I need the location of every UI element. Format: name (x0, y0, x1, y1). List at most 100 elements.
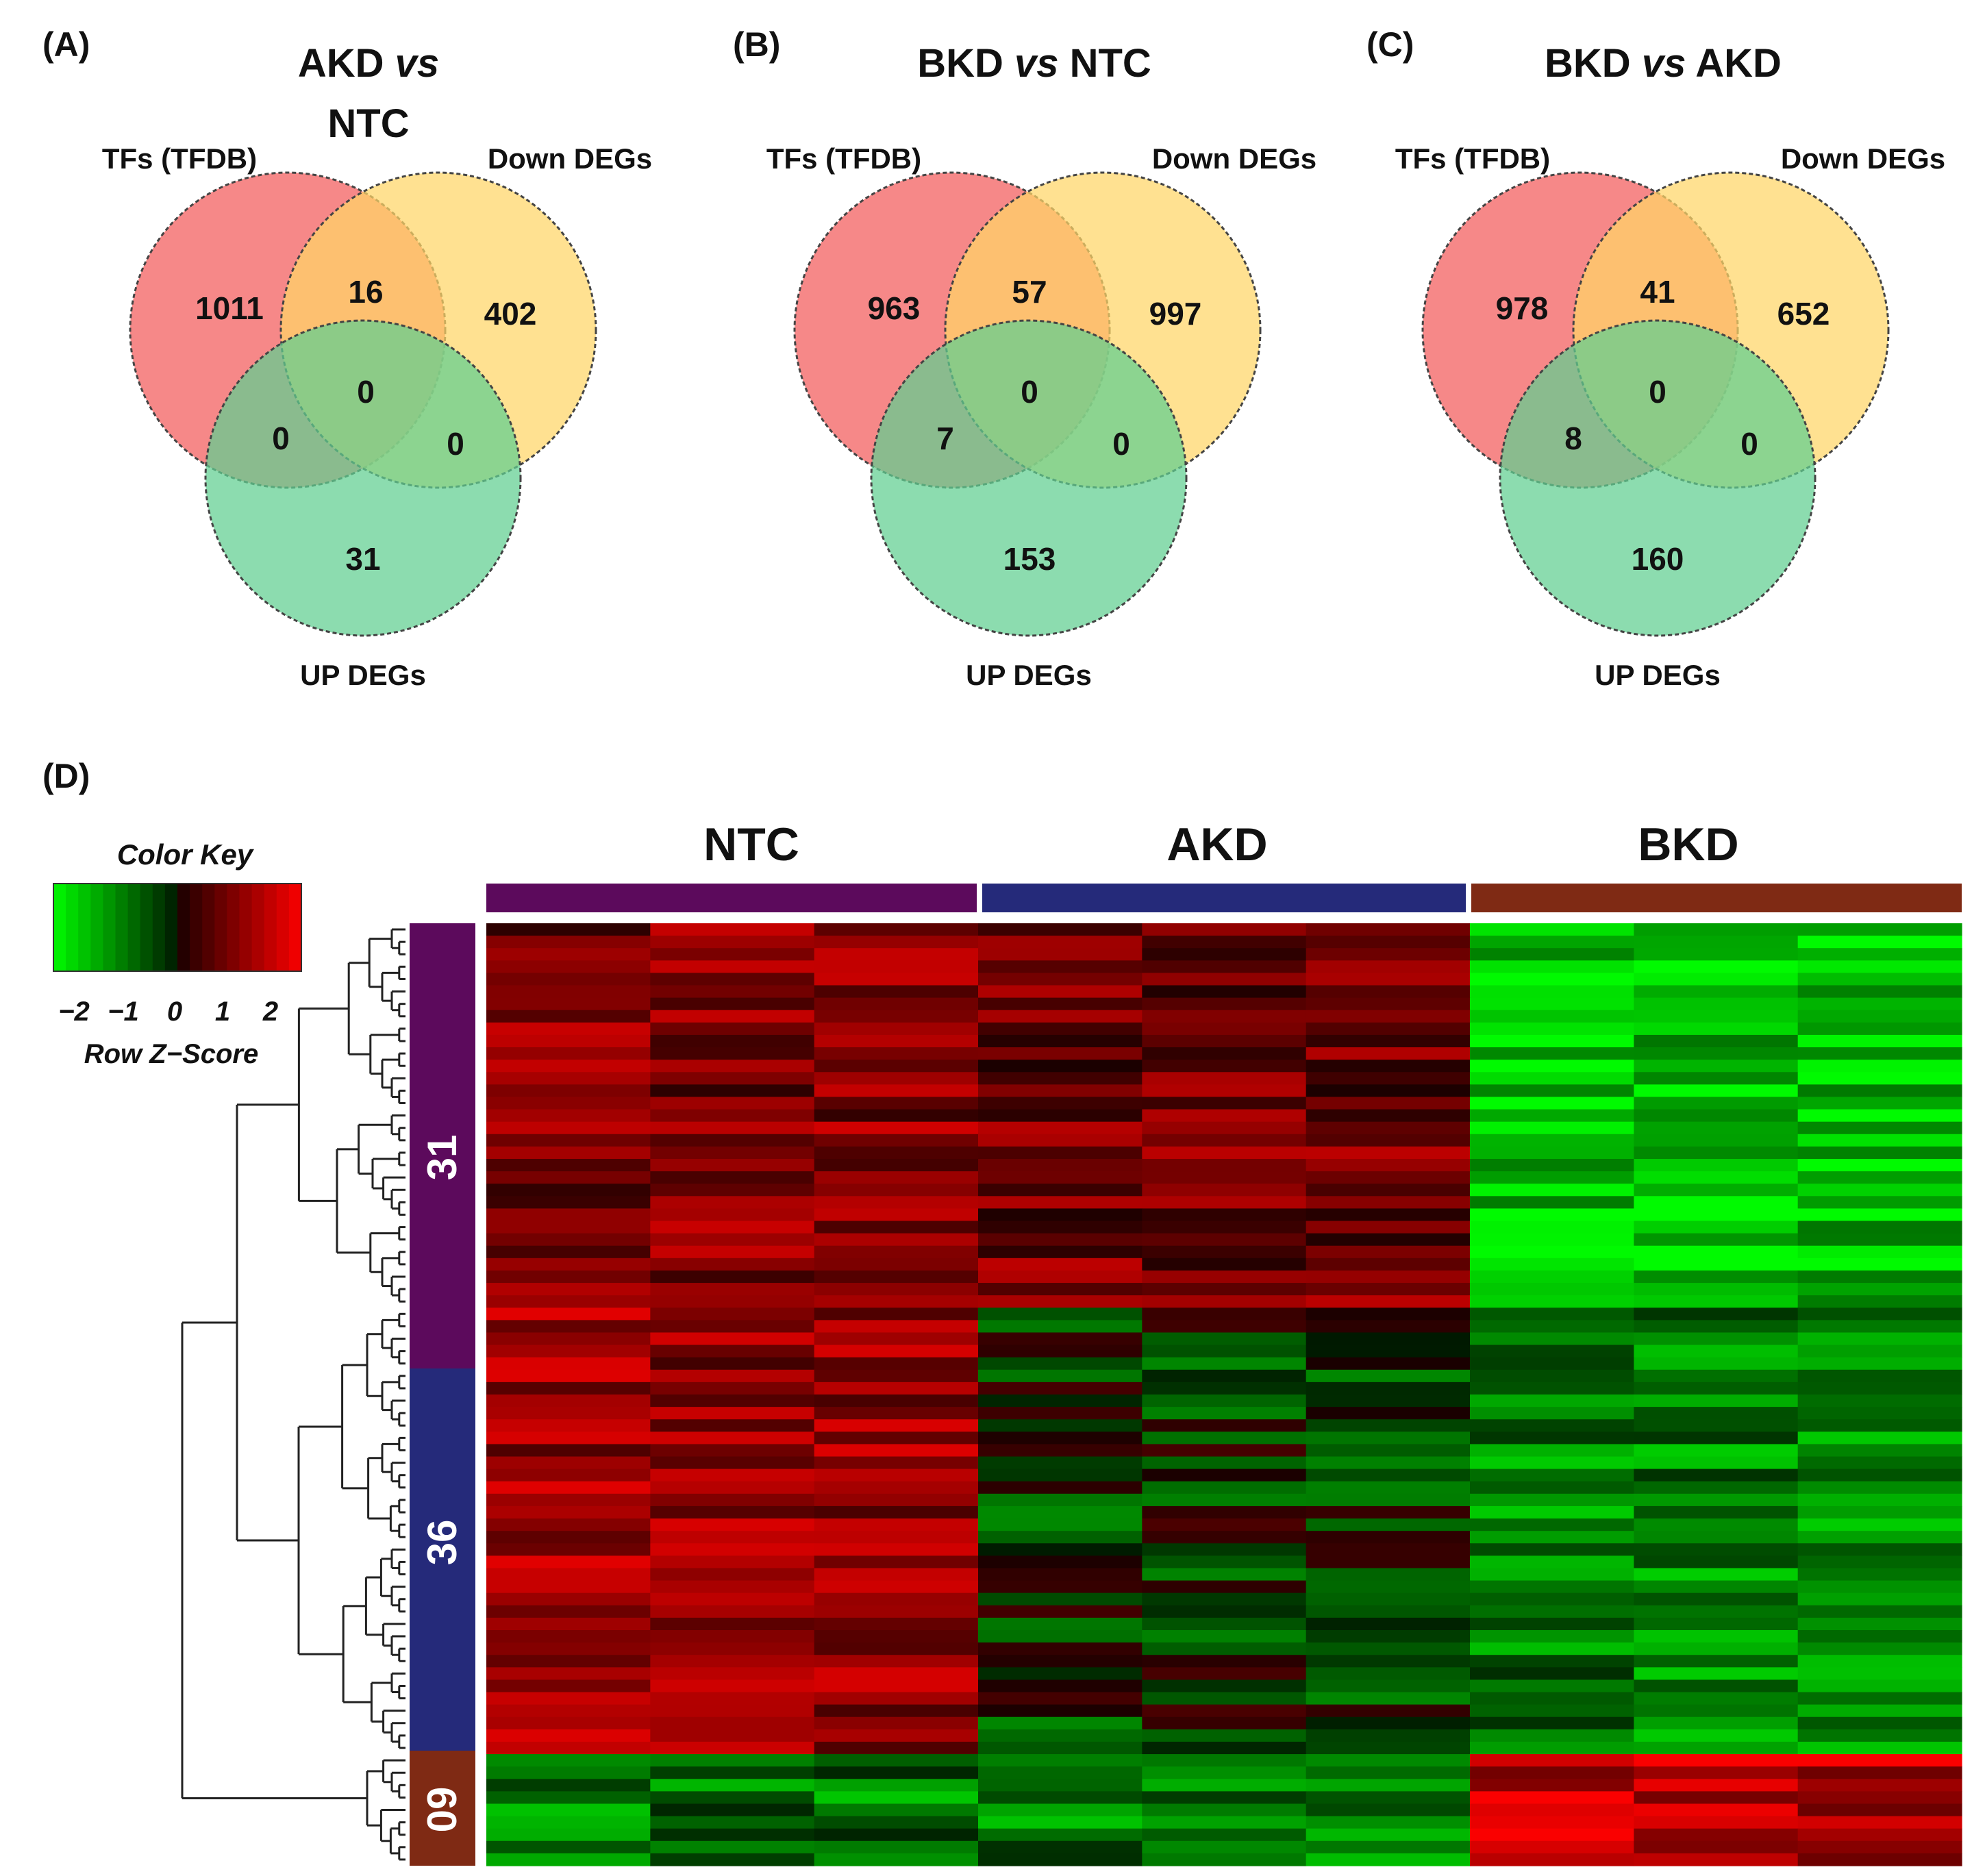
heatmap-cell (978, 1034, 1143, 1048)
heatmap-cell (650, 1010, 815, 1023)
set-label-tfs: TFs (TFDB) (102, 142, 257, 175)
heatmap-cell (1470, 1060, 1634, 1073)
heatmap-cell (1306, 1617, 1471, 1631)
heatmap-cell (650, 1555, 815, 1569)
heatmap-cell (1306, 1655, 1471, 1668)
heatmap-cell (1142, 1283, 1307, 1296)
heatmap-cell (1142, 1630, 1307, 1643)
heatmap-panel: (D) Color Key −2 −1 0 1 2 Row Z−Score NT… (42, 757, 1962, 1866)
heatmap-cell (1142, 1741, 1307, 1755)
heatmap-cell (978, 1630, 1143, 1643)
heatmap-cell (1142, 1853, 1307, 1866)
count-all-three: 0 (1021, 374, 1038, 410)
heatmap-cell (486, 1345, 651, 1358)
color-key-gradient (53, 884, 302, 971)
heatmap-cell (1306, 1840, 1471, 1854)
heatmap-cell (650, 1208, 815, 1222)
heatmap-cell (1470, 1456, 1634, 1470)
heatmap-cell (1306, 1109, 1471, 1123)
heatmap-cell (1142, 1395, 1307, 1408)
heatmap-cell (1306, 1531, 1471, 1544)
heatmap-cell (486, 1679, 651, 1693)
heatmap-cell (650, 1381, 815, 1395)
heatmap-cell (814, 1381, 979, 1395)
heatmap-cell (814, 1630, 979, 1643)
heatmap-cell (650, 1060, 815, 1073)
heatmap-cell (486, 960, 651, 974)
heatmap-cell (650, 1431, 815, 1445)
heatmap-cell (978, 1716, 1143, 1730)
set-label-tfs: TFs (TFDB) (766, 142, 921, 175)
heatmap-cell (486, 1667, 651, 1681)
heatmap-cell (1306, 1233, 1471, 1247)
heatmap-cell (1634, 1369, 1799, 1383)
heatmap-cell (486, 1208, 651, 1222)
heatmap-cell (1634, 948, 1799, 961)
heatmap-cell (978, 1704, 1143, 1718)
heatmap-cell (486, 1617, 651, 1631)
heatmap-cell (1306, 1072, 1471, 1085)
heatmap-cell (1470, 1407, 1634, 1420)
heatmap-cell (1470, 1741, 1634, 1755)
heatmap-cell (814, 1146, 979, 1160)
heatmap-cell (814, 997, 979, 1011)
heatmap-cell (814, 1456, 979, 1470)
venn-title-line-1: BKD vs AKD (1545, 41, 1782, 86)
heatmap-cell (486, 1456, 651, 1470)
count-tfs-down: 41 (1640, 274, 1675, 310)
heatmap-cell (814, 1270, 979, 1284)
heatmap-cell (978, 1779, 1143, 1792)
heatmap-cell (650, 1543, 815, 1556)
heatmap-cell (1797, 1022, 1962, 1036)
heatmap-cell (978, 1060, 1143, 1073)
heatmap-cell (486, 1084, 651, 1098)
heatmap-cell (1634, 1419, 1799, 1432)
heatmap-cell (1634, 1729, 1799, 1742)
heatmap-cell (1306, 1395, 1471, 1408)
heatmap-cell (1142, 1468, 1307, 1482)
color-key-frame (53, 883, 302, 972)
heatmap-cell (1634, 1159, 1799, 1172)
heatmap-cell (978, 1568, 1143, 1581)
heatmap-cell (1142, 1010, 1307, 1023)
heatmap-cell (1306, 1047, 1471, 1060)
heatmap-cell (1797, 1369, 1962, 1383)
heatmap-cell (978, 1369, 1143, 1383)
heatmap-cell (1634, 1655, 1799, 1668)
heatmap-cell (978, 1803, 1143, 1817)
heatmap-cell (1470, 1072, 1634, 1085)
heatmap-cell (978, 1543, 1143, 1556)
heatmap-cell (1797, 1642, 1962, 1655)
heatmap-cell (1306, 1605, 1471, 1618)
heatmap-cell (1142, 1332, 1307, 1346)
heatmap-cell (486, 1245, 651, 1259)
heatmap-cell (1306, 1184, 1471, 1197)
venn-title-line-1: AKD vs (298, 41, 439, 86)
heatmap-cell (1142, 936, 1307, 949)
heatmap-cell (814, 1642, 979, 1655)
heatmap-cell (650, 997, 815, 1011)
heatmap-cell (1306, 1022, 1471, 1036)
heatmap-cell (1634, 1258, 1799, 1271)
heatmap-cell (814, 960, 979, 974)
heatmap-cell (1306, 1381, 1471, 1395)
heatmap-cell (1470, 1097, 1634, 1110)
heatmap-cell (1797, 1320, 1962, 1334)
heatmap-cell (1306, 1369, 1471, 1383)
heatmap-cell (486, 923, 651, 936)
color-key-subtitle: Row Z−Score (84, 1039, 259, 1069)
heatmap-cell (814, 1791, 979, 1805)
heatmap-cell (1142, 1840, 1307, 1854)
heatmap-cell (978, 1146, 1143, 1160)
heatmap-cell (650, 1419, 815, 1432)
group-label-bkd: BKD (1638, 818, 1738, 871)
heatmap-cell (1142, 1816, 1307, 1829)
heatmap-cell (1797, 1754, 1962, 1767)
heatmap-cell (814, 1568, 979, 1581)
heatmap-cell (978, 923, 1143, 936)
heatmap-cell (1142, 1531, 1307, 1544)
heatmap-cell (1306, 1679, 1471, 1693)
heatmap-cell (1634, 1816, 1799, 1829)
cluster-bar-09 (410, 1751, 475, 1866)
heatmap-cell (1634, 1146, 1799, 1160)
